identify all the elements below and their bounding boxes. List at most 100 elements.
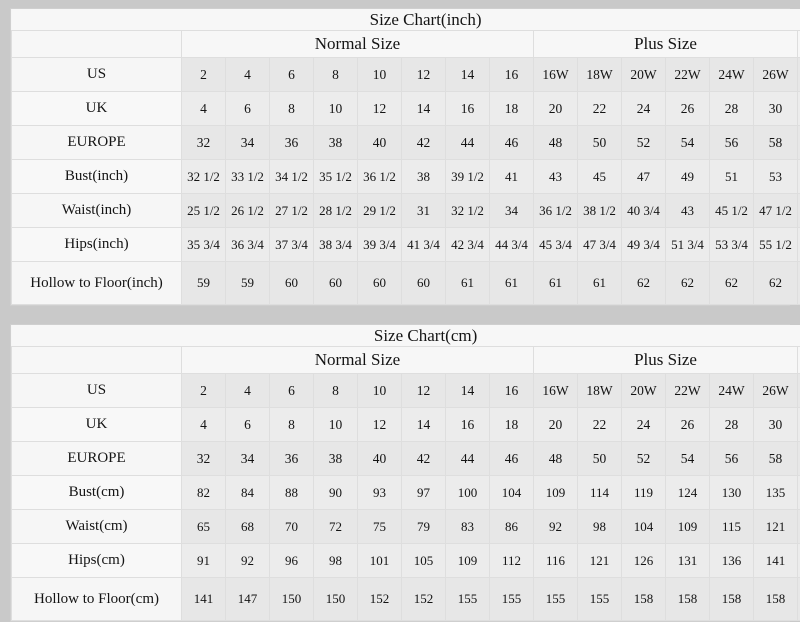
- inch-cell-waistinch-2: 27 1/2: [270, 194, 314, 228]
- inch-cell-hollow-to-floorinch-13: 62: [754, 262, 798, 305]
- cm-cell-uk-5: 14: [402, 408, 446, 442]
- inch-cell-bustinch-8: 43: [534, 160, 578, 194]
- inch-row-label-us: US: [12, 58, 182, 92]
- inch-cell-europe-10: 52: [622, 126, 666, 160]
- inch-cell-bustinch-0: 32 1/2: [182, 160, 226, 194]
- inch-cell-waistinch-11: 43: [666, 194, 710, 228]
- inch-cell-uk-4: 12: [358, 92, 402, 126]
- cm-row-label-europe: EUROPE: [12, 442, 182, 476]
- inch-cell-hipsinch-5: 41 3/4: [402, 228, 446, 262]
- inch-cell-waistinch-5: 31: [402, 194, 446, 228]
- cm-cell-hipscm-3: 98: [314, 544, 358, 578]
- cm-cell-waistcm-5: 79: [402, 510, 446, 544]
- inch-cell-us-7: 16: [490, 58, 534, 92]
- inch-cell-us-3: 8: [314, 58, 358, 92]
- inch-cell-europe-6: 44: [446, 126, 490, 160]
- cm-cell-us-7: 16: [490, 374, 534, 408]
- cm-cell-hipscm-0: 91: [182, 544, 226, 578]
- cm-cell-us-8: 16W: [534, 374, 578, 408]
- cm-cell-uk-6: 16: [446, 408, 490, 442]
- inch-cell-hollow-to-floorinch-3: 60: [314, 262, 358, 305]
- inch-cell-waistinch-13: 47 1/2: [754, 194, 798, 228]
- cm-cell-bustcm-6: 100: [446, 476, 490, 510]
- inch-cell-hipsinch-12: 53 3/4: [710, 228, 754, 262]
- inch-cell-hipsinch-10: 49 3/4: [622, 228, 666, 262]
- cm-cell-bustcm-0: 82: [182, 476, 226, 510]
- inch-cell-hollow-to-floorinch-0: 59: [182, 262, 226, 305]
- cm-cell-hipscm-6: 109: [446, 544, 490, 578]
- inch-cell-waistinch-10: 40 3/4: [622, 194, 666, 228]
- cm-title-row: Size Chart(cm): [12, 325, 800, 347]
- inch-cell-hollow-to-floorinch-7: 61: [490, 262, 534, 305]
- inch-cell-uk-3: 10: [314, 92, 358, 126]
- cm-cell-europe-10: 52: [622, 442, 666, 476]
- inch-cell-us-4: 10: [358, 58, 402, 92]
- cm-cell-hipscm-7: 112: [490, 544, 534, 578]
- cm-cell-hollow-to-floorcm-11: 158: [666, 578, 710, 621]
- cm-cell-uk-4: 12: [358, 408, 402, 442]
- inch-cell-hipsinch-6: 42 3/4: [446, 228, 490, 262]
- inch-cell-europe-0: 32: [182, 126, 226, 160]
- inch-cell-bustinch-9: 45: [578, 160, 622, 194]
- cm-cell-waistcm-10: 104: [622, 510, 666, 544]
- cm-cell-hollow-to-floorcm-6: 155: [446, 578, 490, 621]
- inch-group-plus-size: Plus Size: [534, 31, 798, 58]
- cm-cell-uk-2: 8: [270, 408, 314, 442]
- cm-group-plus-size: Plus Size: [534, 347, 798, 374]
- cm-group-corner: [12, 347, 182, 374]
- inch-cell-waistinch-1: 26 1/2: [226, 194, 270, 228]
- cm-cell-bustcm-7: 104: [490, 476, 534, 510]
- inch-cell-uk-2: 8: [270, 92, 314, 126]
- inch-cell-europe-5: 42: [402, 126, 446, 160]
- cm-group-normal-size: Normal Size: [182, 347, 534, 374]
- cm-cell-bustcm-10: 119: [622, 476, 666, 510]
- inch-cell-europe-3: 38: [314, 126, 358, 160]
- cm-cell-hollow-to-floorcm-7: 155: [490, 578, 534, 621]
- cm-cell-hipscm-8: 116: [534, 544, 578, 578]
- inch-cell-bustinch-3: 35 1/2: [314, 160, 358, 194]
- inch-cell-europe-4: 40: [358, 126, 402, 160]
- cm-row-label-bustcm: Bust(cm): [12, 476, 182, 510]
- inch-cell-uk-5: 14: [402, 92, 446, 126]
- inch-cell-bustinch-4: 36 1/2: [358, 160, 402, 194]
- cm-title: Size Chart(cm): [12, 325, 800, 347]
- cm-cell-us-1: 4: [226, 374, 270, 408]
- cm-cell-hipscm-4: 101: [358, 544, 402, 578]
- cm-cell-us-6: 14: [446, 374, 490, 408]
- cm-cell-hollow-to-floorcm-0: 141: [182, 578, 226, 621]
- inch-cell-europe-7: 46: [490, 126, 534, 160]
- cm-cell-europe-8: 48: [534, 442, 578, 476]
- inch-cell-uk-10: 24: [622, 92, 666, 126]
- inch-cell-us-8: 16W: [534, 58, 578, 92]
- inch-cell-waistinch-8: 36 1/2: [534, 194, 578, 228]
- inch-cell-europe-8: 48: [534, 126, 578, 160]
- inch-cell-waistinch-9: 38 1/2: [578, 194, 622, 228]
- cm-cell-hollow-to-floorcm-5: 152: [402, 578, 446, 621]
- cm-cell-bustcm-5: 97: [402, 476, 446, 510]
- inch-cell-us-1: 4: [226, 58, 270, 92]
- inch-cell-waistinch-6: 32 1/2: [446, 194, 490, 228]
- cm-cell-waistcm-8: 92: [534, 510, 578, 544]
- inch-cell-us-6: 14: [446, 58, 490, 92]
- inch-cell-uk-9: 22: [578, 92, 622, 126]
- cm-row-label-us: US: [12, 374, 182, 408]
- cm-row-label-uk: UK: [12, 408, 182, 442]
- cm-cell-hipscm-11: 131: [666, 544, 710, 578]
- inch-row-label-uk: UK: [12, 92, 182, 126]
- inch-cell-uk-7: 18: [490, 92, 534, 126]
- inch-cell-us-13: 26W: [754, 58, 798, 92]
- inch-row-label-waistinch: Waist(inch): [12, 194, 182, 228]
- cm-cell-europe-7: 46: [490, 442, 534, 476]
- inch-cell-us-5: 12: [402, 58, 446, 92]
- cm-cell-europe-0: 32: [182, 442, 226, 476]
- cm-cell-uk-3: 10: [314, 408, 358, 442]
